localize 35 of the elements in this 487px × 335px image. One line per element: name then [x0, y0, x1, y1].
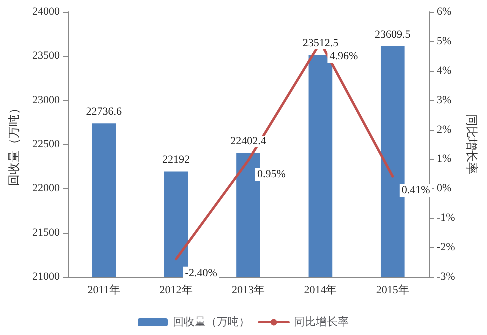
x-tick-label: 2013年 [232, 284, 265, 296]
y2-tick-label: 2% [437, 124, 452, 136]
data-label: 22192 [162, 154, 190, 166]
legend-label: 同比增长率 [294, 316, 349, 328]
data-label: 23512.5 [302, 38, 340, 50]
data-label: 4.96% [330, 50, 358, 63]
y-tick-label: 23500 [32, 50, 60, 62]
legend-label: 回收量（万吨） [173, 316, 250, 328]
y2-tick-label: -3% [437, 271, 456, 283]
y2-tick-label: -1% [437, 212, 456, 224]
y2-axis-title: 同比增长率 [465, 114, 480, 174]
data-label: -2.40% [185, 267, 218, 280]
data-label: 0.41% [402, 184, 430, 197]
y-tick-label: 24000 [32, 6, 60, 18]
x-tick-label: 2012年 [160, 284, 193, 296]
y-axis-title: 回收量（万吨） [7, 102, 21, 186]
y2-tick-label: 5% [437, 35, 452, 48]
x-tick-label: 2014年 [304, 284, 338, 296]
y-tick-label: 22500 [32, 138, 60, 150]
y2-tick-label: 1% [437, 153, 452, 166]
y-tick-label: 22000 [32, 182, 60, 195]
y2-tick-label: 4% [437, 64, 452, 77]
data-label: 22402.4 [230, 136, 267, 148]
y2-tick-label: 0% [437, 182, 452, 195]
y-tick-label: 21000 [32, 271, 60, 283]
data-label: 22736.6 [86, 106, 122, 118]
data-label: 0.95% [258, 168, 286, 181]
y2-tick-label: -2% [437, 242, 456, 254]
data-label: 23609.5 [375, 28, 412, 41]
x-tick-label: 2015年 [376, 284, 410, 296]
x-tick-label: 2011年 [88, 284, 120, 296]
y-tick-label: 21500 [32, 226, 60, 239]
y2-tick-label: 6% [437, 6, 452, 18]
y-tick-label: 23000 [32, 94, 60, 106]
y2-tick-label: 3% [437, 94, 452, 106]
